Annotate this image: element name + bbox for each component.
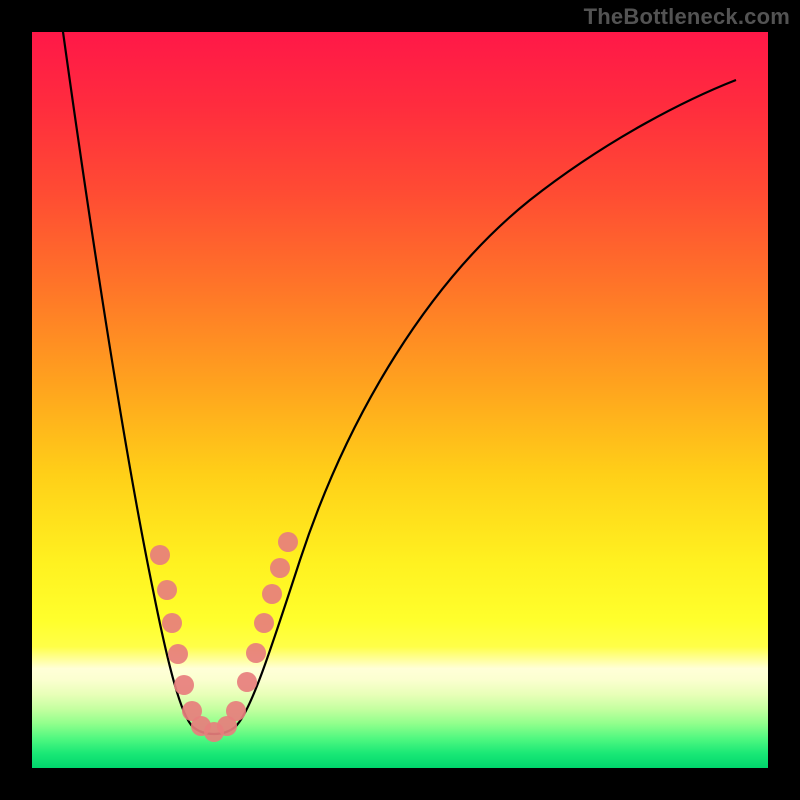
watermark-text: TheBottleneck.com bbox=[584, 4, 790, 30]
curve-marker bbox=[150, 545, 170, 565]
curve-marker bbox=[162, 613, 182, 633]
plot-background bbox=[32, 32, 768, 768]
curve-marker bbox=[168, 644, 188, 664]
chart-frame: TheBottleneck.com bbox=[0, 0, 800, 800]
curve-marker bbox=[226, 701, 246, 721]
curve-marker bbox=[237, 672, 257, 692]
curve-marker bbox=[246, 643, 266, 663]
curve-marker bbox=[278, 532, 298, 552]
curve-marker bbox=[174, 675, 194, 695]
curve-marker bbox=[157, 580, 177, 600]
curve-marker bbox=[262, 584, 282, 604]
curve-marker bbox=[270, 558, 290, 578]
curve-marker bbox=[254, 613, 274, 633]
bottleneck-chart bbox=[0, 0, 800, 800]
